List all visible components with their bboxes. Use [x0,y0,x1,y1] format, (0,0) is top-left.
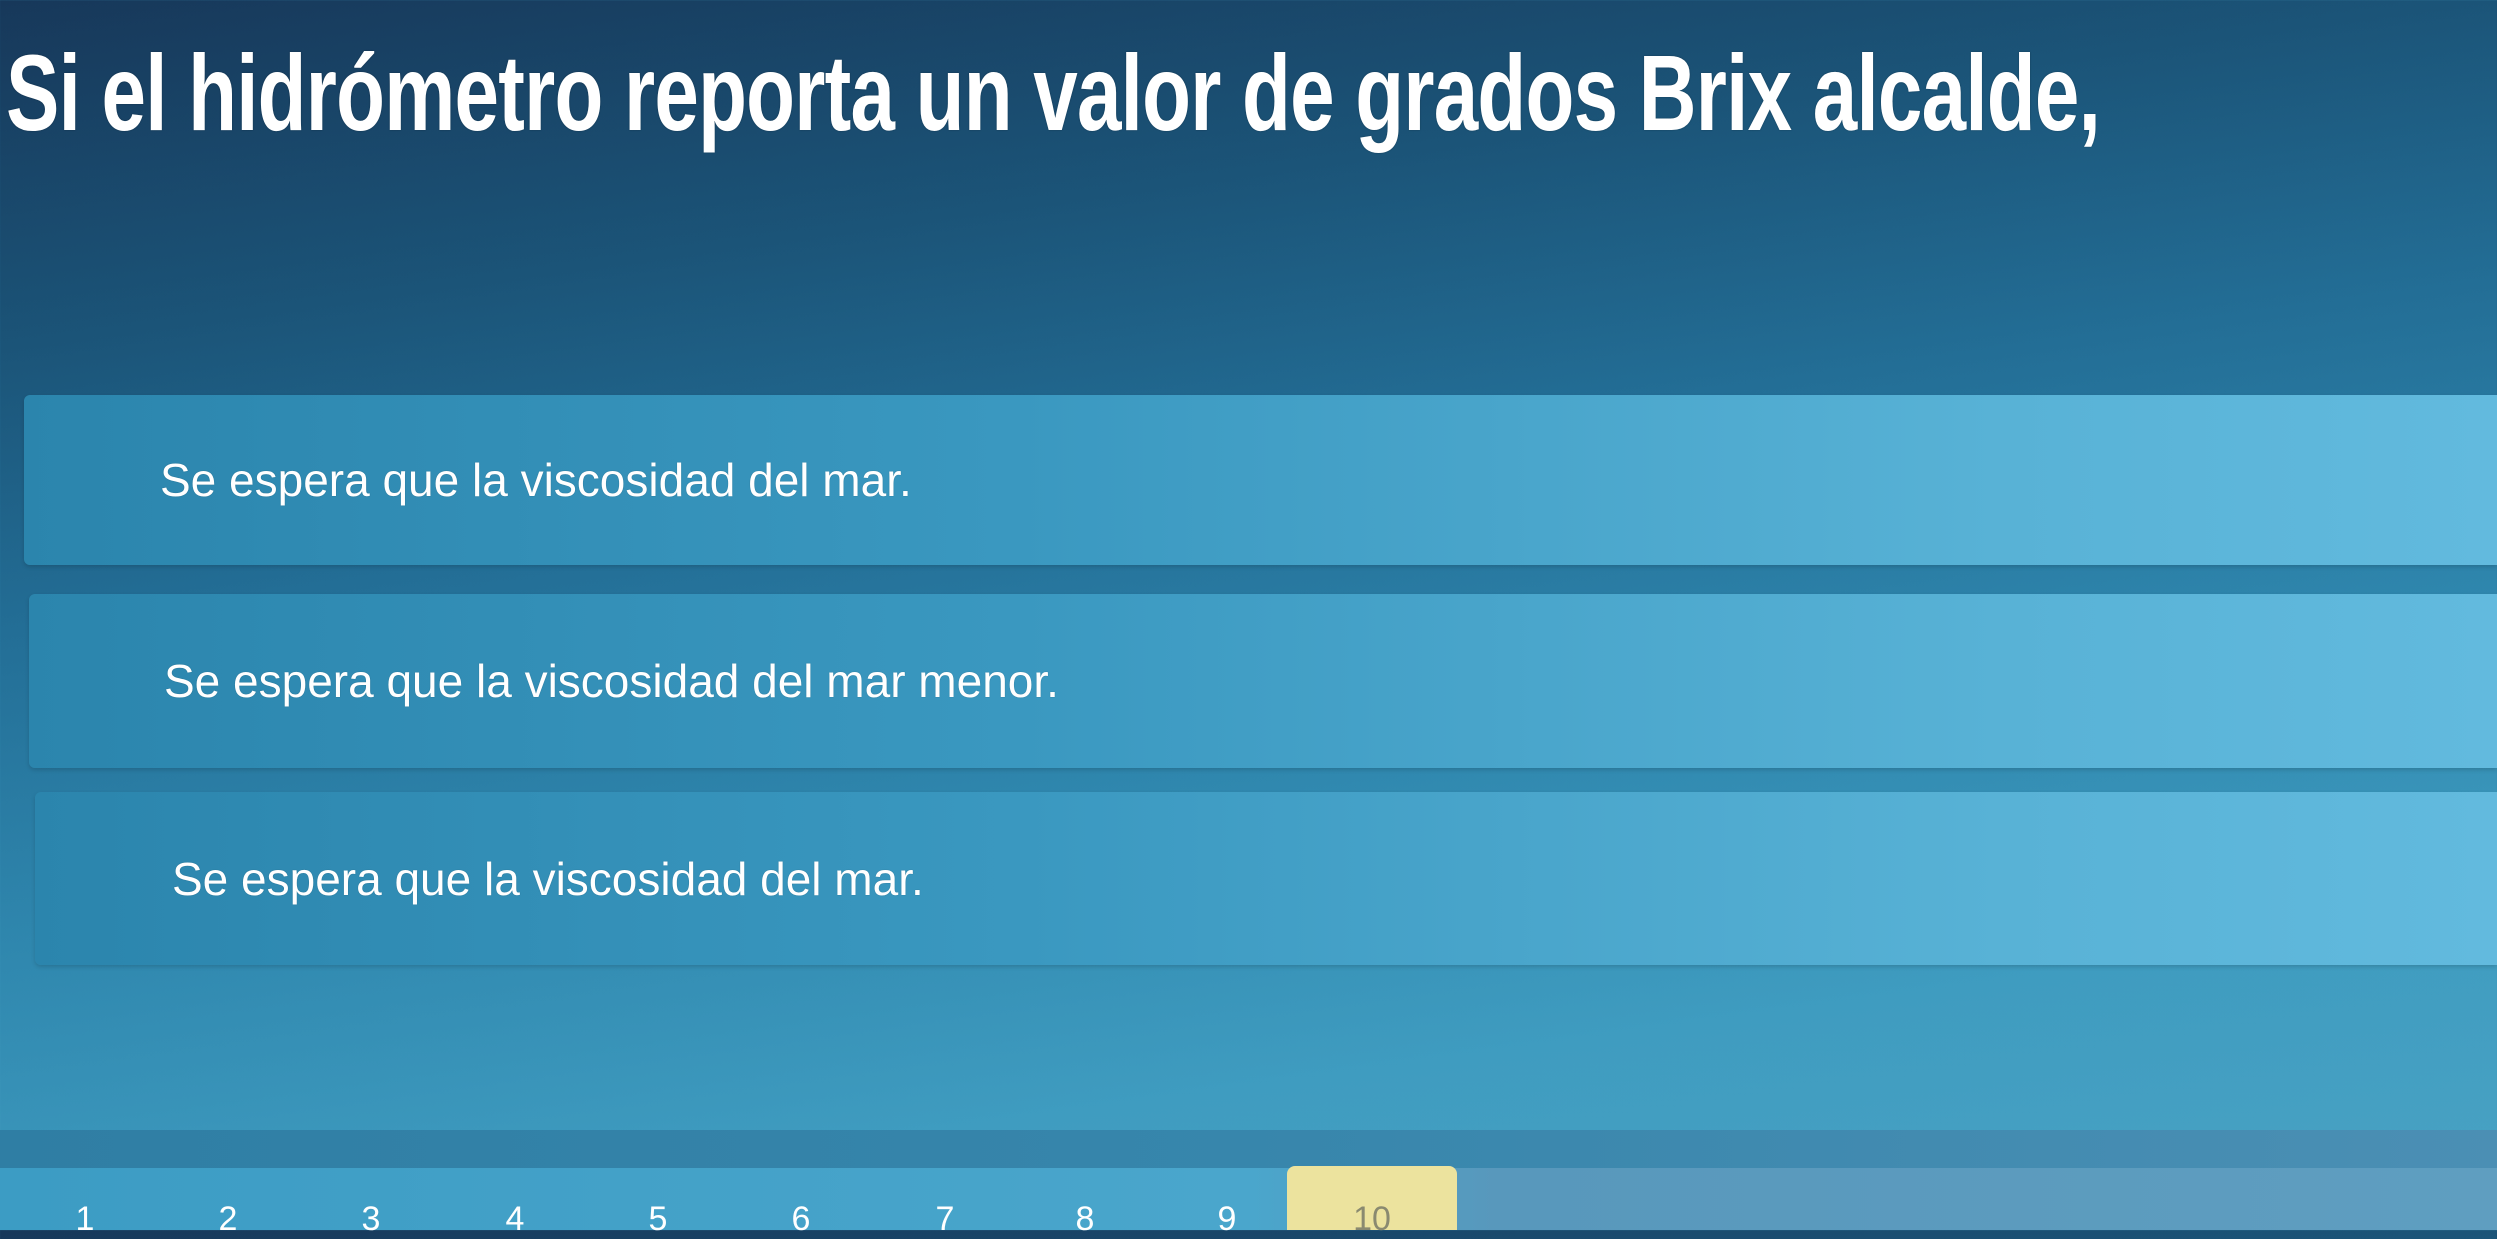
pagination-bar [0,1168,2497,1230]
page-5-button[interactable]: 5 [648,1200,668,1238]
pagination-divider [0,1130,2497,1175]
page-3-button[interactable]: 3 [361,1200,381,1238]
page-4-button[interactable]: 4 [505,1200,525,1238]
answer-option-label: Se espera que la viscosidad del mar. [172,852,924,905]
page-1-button[interactable]: 1 [75,1200,95,1238]
question-title: Si el hidrómetro reporta un valor de gra… [6,32,2101,153]
page-2-button[interactable]: 2 [218,1200,238,1238]
page-10-button-active[interactable]: 10 [1287,1166,1457,1238]
page-10-label: 10 [1353,1200,1391,1238]
answer-option-3[interactable]: Se espera que la viscosidad del mar. [35,792,2497,965]
answer-option-label: Se espera que la viscosidad del mar. [160,454,912,506]
answer-option-2[interactable]: Se espera que la viscosidad del mar meno… [29,594,2497,768]
answer-option-1[interactable]: Se espera que la viscosidad del mar. [24,395,2497,565]
page-8-button[interactable]: 8 [1075,1200,1095,1238]
page-7-button[interactable]: 7 [935,1200,955,1238]
page-9-button[interactable]: 9 [1217,1200,1237,1238]
answer-option-label: Se espera que la viscosidad del mar meno… [164,655,1059,707]
page-6-button[interactable]: 6 [791,1200,811,1238]
